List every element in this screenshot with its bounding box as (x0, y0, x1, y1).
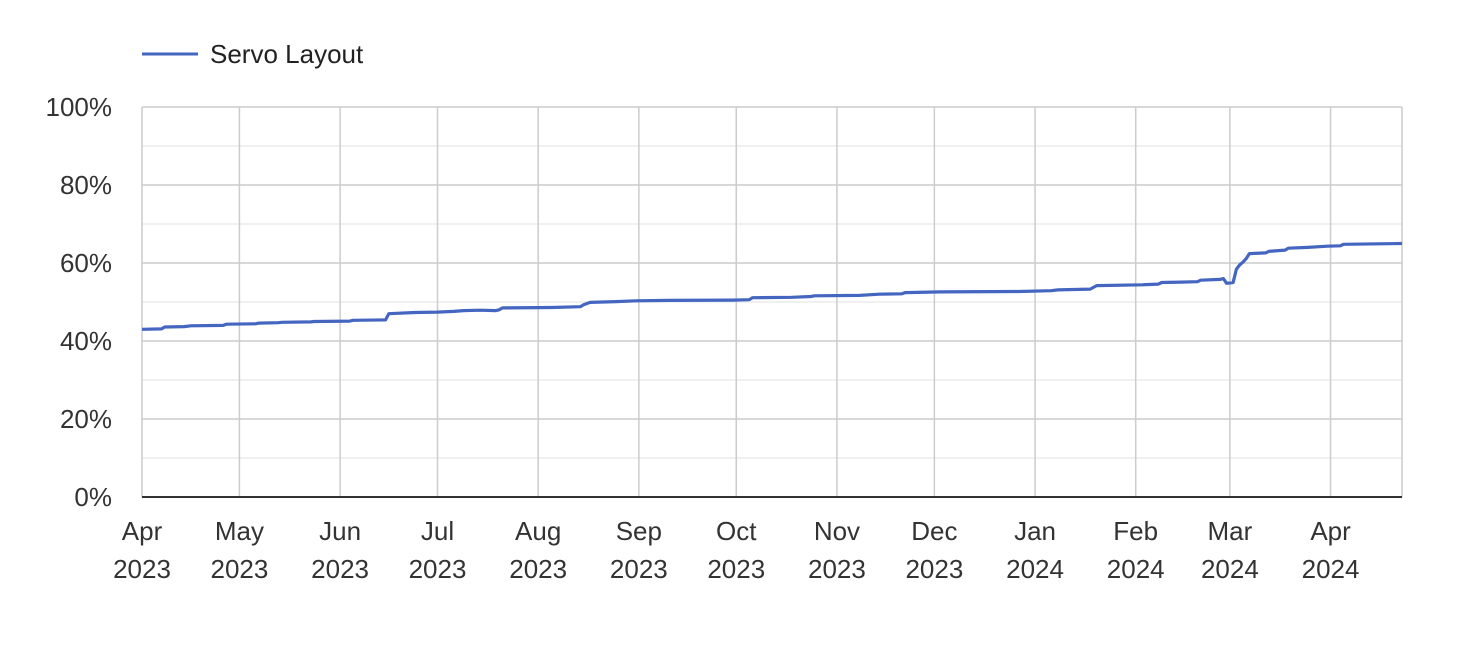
legend-label-servo-layout: Servo Layout (210, 39, 364, 69)
x-tick-label-month: Feb (1113, 516, 1158, 546)
x-tick-label-year: 2023 (113, 554, 171, 584)
x-tick-label-year: 2023 (707, 554, 765, 584)
y-tick-label: 80% (60, 170, 112, 200)
x-tick-label-month: Jun (319, 516, 361, 546)
x-tick-label-month: Mar (1207, 516, 1252, 546)
y-tick-label: 40% (60, 326, 112, 356)
x-axis-tick-labels: Apr 2023 May 2023 Jun 2023 Jul 2023 Aug 2023 Sep 20… (113, 516, 1359, 584)
x-tick-label-year: 2024 (1201, 554, 1259, 584)
y-axis-tick-labels: 0% 20% 40% 60% 80% 100% (46, 92, 113, 512)
x-tick-label-year: 2024 (1006, 554, 1064, 584)
x-tick-label-month: Apr (122, 516, 163, 546)
y-tick-label: 20% (60, 404, 112, 434)
x-tick-label-month: May (215, 516, 264, 546)
x-tick-label-month: Jul (421, 516, 454, 546)
x-tick-label-month: Jan (1014, 516, 1056, 546)
x-tick-label-year: 2024 (1107, 554, 1165, 584)
legend: Servo Layout (142, 39, 364, 69)
x-tick-label-year: 2023 (409, 554, 467, 584)
series-line-servo-layout (141, 241, 1403, 331)
x-tick-label-month: Aug (515, 516, 561, 546)
series-layer (141, 241, 1403, 331)
x-tick-label-year: 2023 (509, 554, 567, 584)
x-tick-label-year: 2023 (211, 554, 269, 584)
y-tick-label: 100% (46, 92, 113, 122)
x-tick-label-year: 2024 (1302, 554, 1360, 584)
gridlines (141, 106, 1403, 497)
x-tick-label-year: 2023 (808, 554, 866, 584)
x-tick-label-month: Nov (814, 516, 860, 546)
x-tick-label-month: Sep (616, 516, 662, 546)
y-tick-label: 60% (60, 248, 112, 278)
x-tick-label-year: 2023 (610, 554, 668, 584)
x-tick-label-year: 2023 (311, 554, 369, 584)
x-tick-label-month: Apr (1310, 516, 1351, 546)
x-tick-label-year: 2023 (905, 554, 963, 584)
x-tick-label-month: Oct (716, 516, 757, 546)
x-tick-label-month: Dec (911, 516, 957, 546)
y-tick-label: 0% (74, 482, 112, 512)
